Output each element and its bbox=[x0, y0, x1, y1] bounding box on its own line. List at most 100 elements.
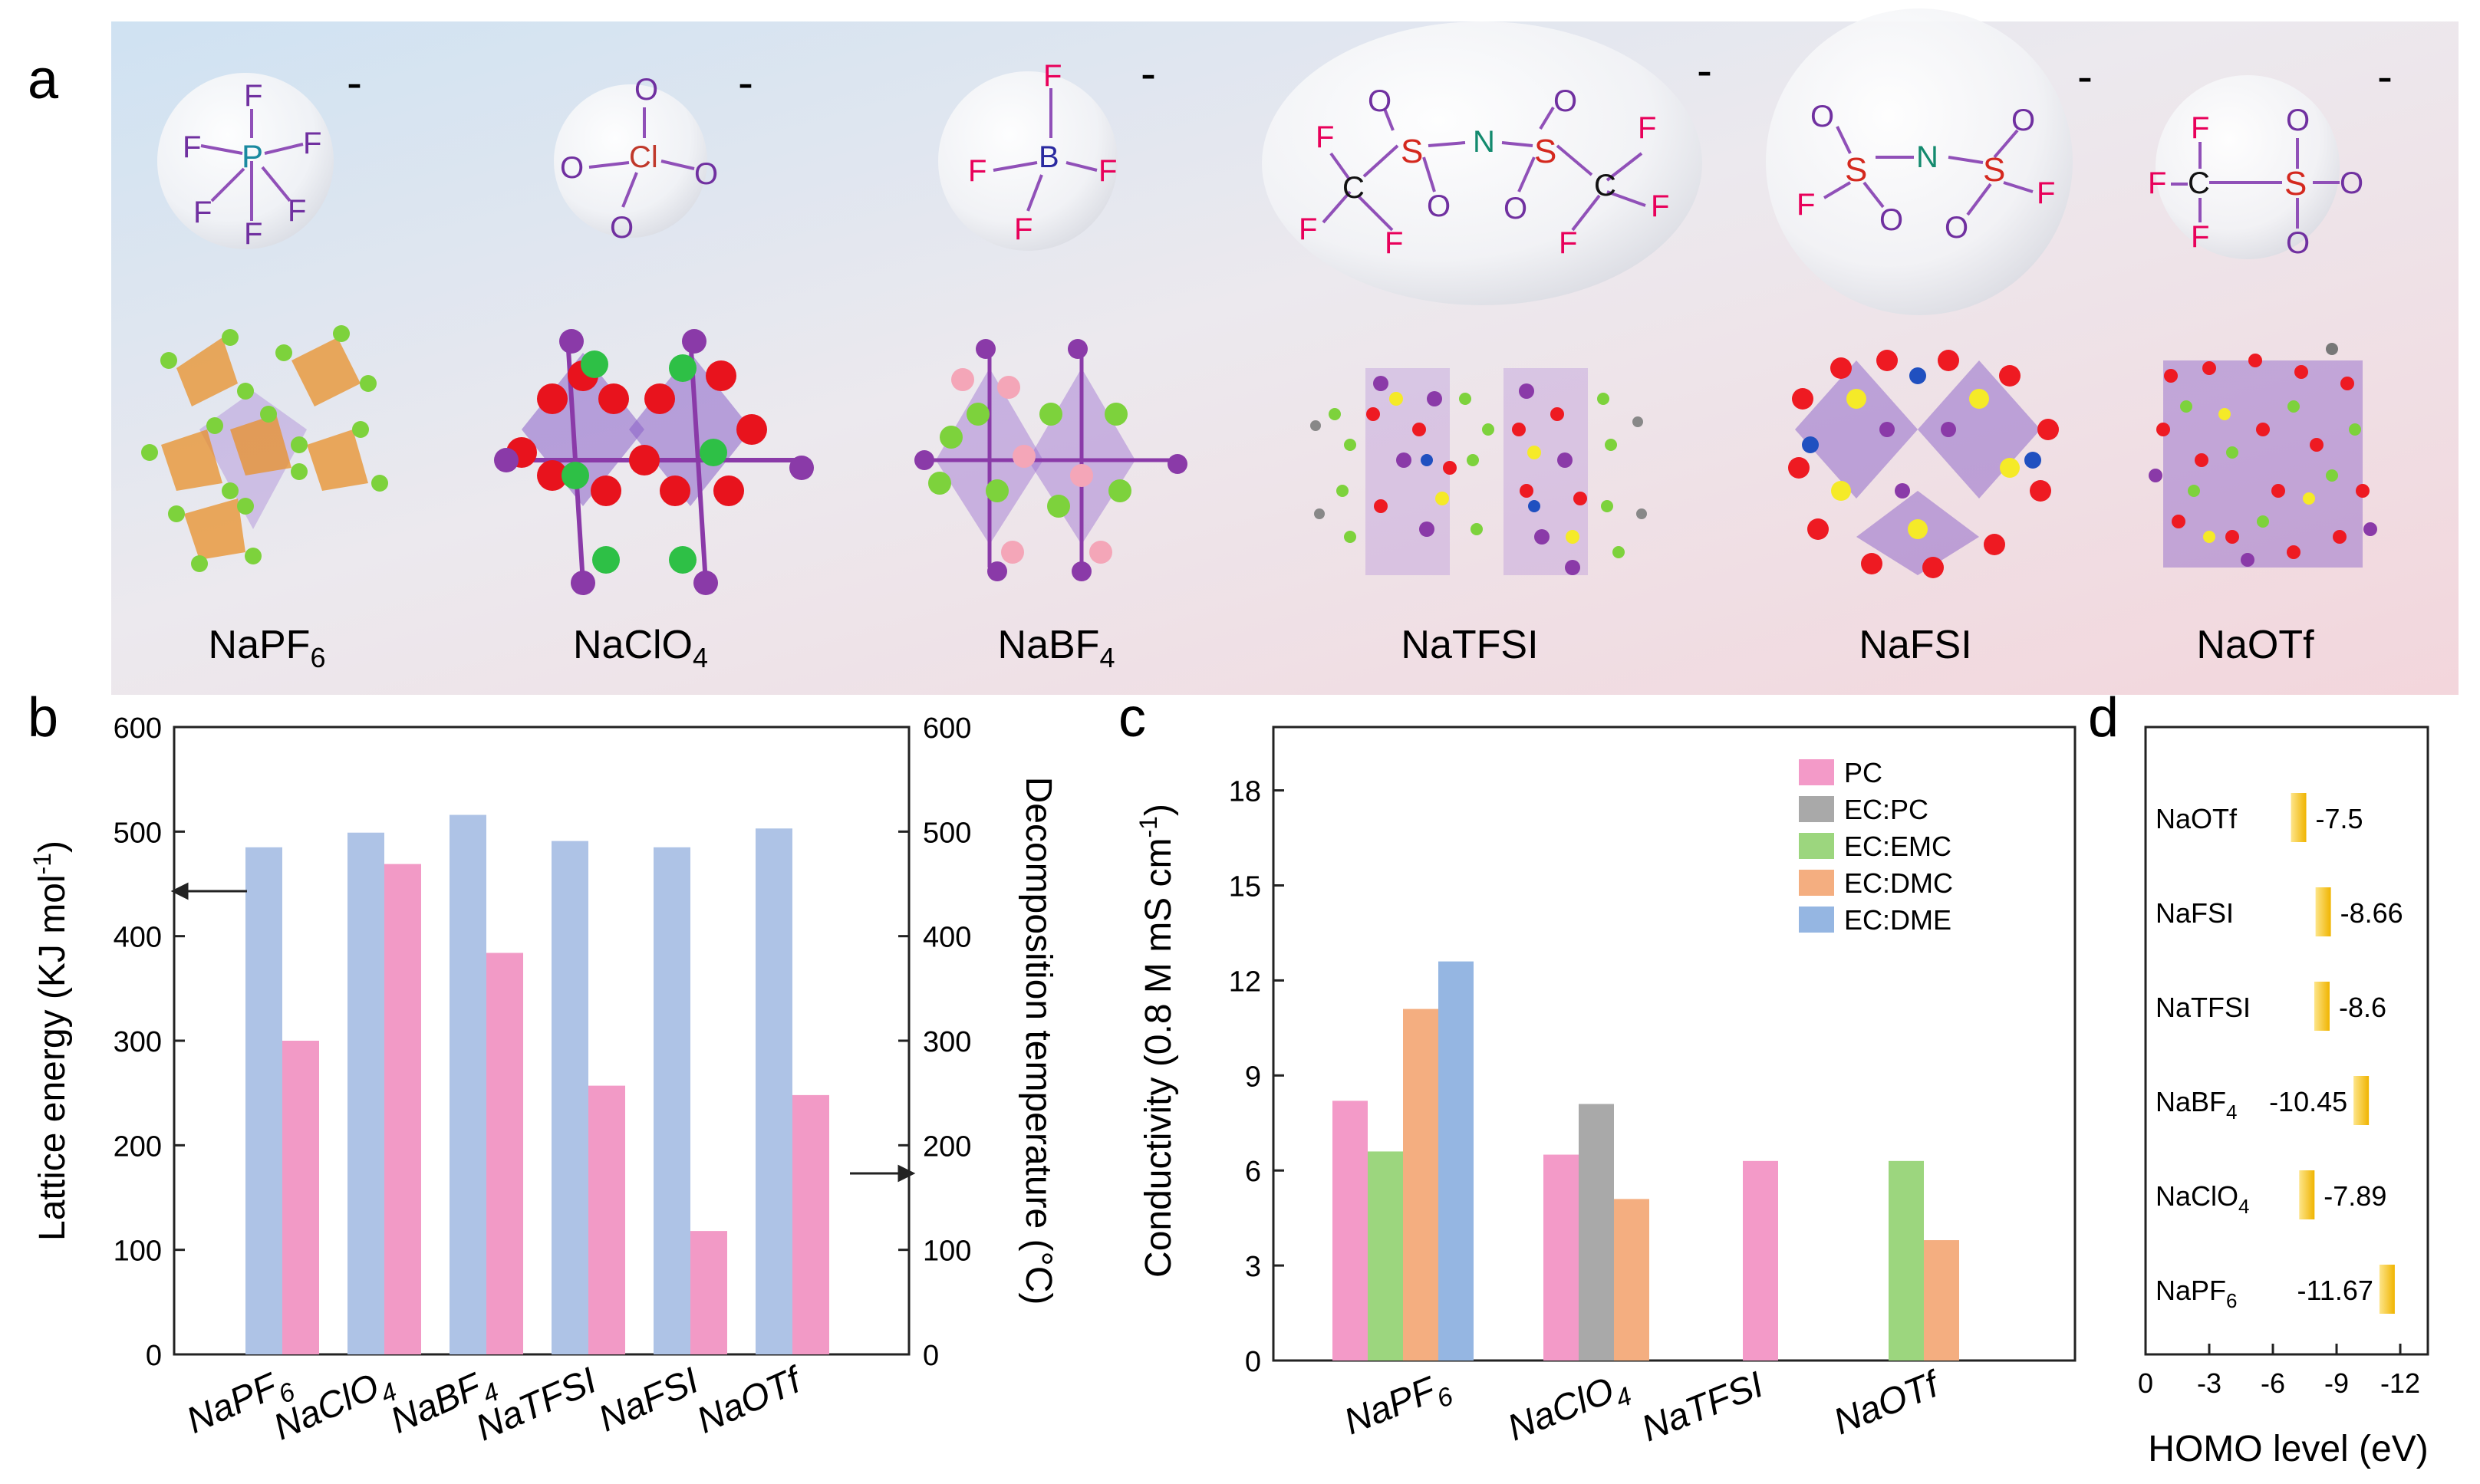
nafsi-crystal-structure bbox=[1788, 350, 2059, 578]
chart-c-category-labels: NaPF6 NaClO4 NaTFSI NaOTf bbox=[1339, 1363, 1947, 1456]
tfsi-anion-bubble bbox=[1262, 21, 1702, 305]
chart-c-category-label: NaClO4 bbox=[1502, 1364, 1635, 1456]
conductivity-bar-ec-pc bbox=[1579, 1104, 1614, 1361]
right-axis-arrow bbox=[850, 1164, 916, 1183]
chart-d-category-label: NaTFSI bbox=[2156, 992, 2251, 1023]
chart-c-tick-label: 15 bbox=[1229, 871, 1261, 903]
natfsi-label: NaTFSI bbox=[1401, 623, 1538, 667]
pf6-f-atom: F bbox=[244, 217, 262, 251]
otf-o-atom: O bbox=[2286, 104, 2310, 137]
pf6-f-atom: F bbox=[183, 130, 201, 164]
chart-d-bars: NaOTf -7.5 NaFSI -8.66 NaTFSI -8.6 NaBF4 -10.45… bbox=[2156, 793, 2403, 1314]
nabf4-label: NaBF4 bbox=[998, 623, 1115, 673]
panel-b: b 0 100 200 300 400 500 600 0 100 200 300 400 500 60… bbox=[28, 687, 1059, 1455]
chart-c-category-label: NaPF6 bbox=[1339, 1364, 1457, 1449]
tfsi-f-atom: F bbox=[1559, 226, 1577, 260]
homo-level-bar bbox=[2353, 1076, 2370, 1125]
chart-b-left-tick-label: 400 bbox=[114, 922, 162, 954]
clo4-o-atom: O bbox=[694, 157, 718, 191]
homo-value-label: -7.5 bbox=[2316, 803, 2363, 834]
legend-label: EC:DMC bbox=[1844, 867, 1953, 899]
tfsi-f-atom: F bbox=[1651, 189, 1669, 223]
conductivity-bar-pc bbox=[1743, 1160, 1778, 1361]
chart-b-right-tick-label: 600 bbox=[923, 712, 971, 745]
tfsi-f-atom: F bbox=[1316, 120, 1334, 154]
clo4-o-atom: O bbox=[634, 73, 658, 107]
chart-d-tick-label: -9 bbox=[2324, 1367, 2349, 1399]
chart-d-category-label: NaBF4 bbox=[2156, 1086, 2238, 1124]
chart-c-tick-label: 9 bbox=[1245, 1061, 1261, 1093]
panel-d: d NaOTf -7.5 NaFSI -8.66 NaTFSI -8.6 NaBF4 -10.… bbox=[2088, 687, 2429, 1469]
naotf-crystal-structure bbox=[2149, 343, 2377, 568]
decomposition-temperature-bar bbox=[588, 1085, 625, 1354]
chart-b-right-tick-label: 400 bbox=[923, 922, 971, 954]
legend-swatch bbox=[1799, 759, 1834, 785]
chart-b-left-tick-label: 300 bbox=[114, 1026, 162, 1058]
otf-f-atom: F bbox=[2148, 166, 2166, 200]
chart-c-tick-label: 3 bbox=[1245, 1251, 1261, 1283]
chart-b-left-tick-label: 500 bbox=[114, 817, 162, 849]
naclo4-crystal-structure bbox=[494, 329, 814, 595]
left-axis-arrow bbox=[170, 882, 247, 900]
chart-d-category-label: NaClO4 bbox=[2156, 1180, 2250, 1218]
decomposition-temperature-bar bbox=[690, 1231, 727, 1354]
chart-b-category-label: NaClO4 bbox=[268, 1361, 401, 1455]
chart-c-legend: PC EC:PC EC:EMC EC:DMC EC:DME bbox=[1799, 757, 1953, 936]
homo-level-bar bbox=[2314, 982, 2330, 1031]
pf6-anion-bubble bbox=[157, 73, 334, 249]
homo-level-bar bbox=[2379, 1265, 2395, 1314]
tfsi-c-atom: C bbox=[1594, 169, 1616, 202]
fsi-o-atom: O bbox=[2011, 104, 2035, 137]
legend-swatch bbox=[1799, 870, 1834, 896]
otf-o-atom: O bbox=[2340, 166, 2363, 200]
tfsi-o-atom: O bbox=[1553, 84, 1577, 118]
pf6-f-atom: F bbox=[193, 196, 212, 229]
conductivity-bar-ec-dmc bbox=[1924, 1240, 1959, 1361]
chart-b-left-tick-label: 200 bbox=[114, 1130, 162, 1163]
otf-f-atom: F bbox=[2191, 220, 2209, 254]
tfsi-o-atom: O bbox=[1368, 84, 1392, 118]
lattice-energy-bar bbox=[245, 847, 282, 1354]
fsi-s-atom: S bbox=[1845, 151, 1867, 189]
fsi-molecule bbox=[1823, 126, 2034, 216]
legend-label: EC:EMC bbox=[1844, 831, 1951, 862]
homo-value-label: -10.45 bbox=[2269, 1086, 2347, 1117]
pf6-charge: - bbox=[347, 57, 362, 108]
tfsi-charge: - bbox=[1697, 44, 1712, 96]
chart-c-tick-label: 18 bbox=[1229, 776, 1261, 808]
decomposition-temperature-bar bbox=[384, 864, 421, 1354]
lattice-energy-bar bbox=[347, 832, 384, 1354]
tfsi-s-atom: S bbox=[1534, 133, 1556, 170]
chart-d-category-label: NaFSI bbox=[2156, 897, 2234, 929]
legend-swatch bbox=[1799, 796, 1834, 822]
clo4-o-atom: O bbox=[560, 151, 584, 185]
chart-d-tick-label: -6 bbox=[2261, 1367, 2285, 1399]
conductivity-bar-ec-dmc bbox=[1614, 1199, 1649, 1361]
chart-b-right-tick-label: 500 bbox=[923, 817, 971, 849]
panel-a: a - - - - - - P F F F F F F bbox=[28, 8, 2459, 695]
chart-d-category-label: NaOTf bbox=[2156, 803, 2238, 834]
nafsi-label: NaFSI bbox=[1859, 623, 1971, 667]
homo-value-label: -8.6 bbox=[2339, 992, 2386, 1023]
homo-value-label: -8.66 bbox=[2340, 897, 2403, 929]
natfsi-crystal-structure bbox=[1310, 368, 1647, 575]
pf6-f-atom: F bbox=[288, 194, 306, 228]
legend-swatch bbox=[1799, 907, 1834, 933]
panel-b-letter: b bbox=[28, 687, 58, 749]
clo4-o-atom: O bbox=[610, 211, 634, 245]
napf6-label: NaPF6 bbox=[209, 623, 326, 673]
chart-c-category-label: NaTFSI bbox=[1636, 1364, 1769, 1449]
bf4-b-atom: B bbox=[1039, 140, 1059, 174]
napf6-crystal-structure bbox=[141, 325, 388, 572]
legend-swatch bbox=[1799, 833, 1834, 859]
clo4-cl-atom: Cl bbox=[629, 140, 658, 174]
otf-f-atom: F bbox=[2191, 111, 2209, 145]
homo-value-label: -7.89 bbox=[2324, 1180, 2386, 1212]
conductivity-bar-pc bbox=[1332, 1101, 1368, 1361]
chart-b-bars bbox=[245, 814, 829, 1354]
chart-b-left-axis-ticks: 0 100 200 300 400 500 600 bbox=[114, 712, 185, 1372]
fsi-f-atom: F bbox=[2037, 176, 2055, 210]
chart-b-category-label: NaOTf bbox=[691, 1359, 810, 1442]
chart-c-tick-label: 6 bbox=[1245, 1156, 1261, 1188]
bf4-molecule bbox=[993, 88, 1098, 212]
